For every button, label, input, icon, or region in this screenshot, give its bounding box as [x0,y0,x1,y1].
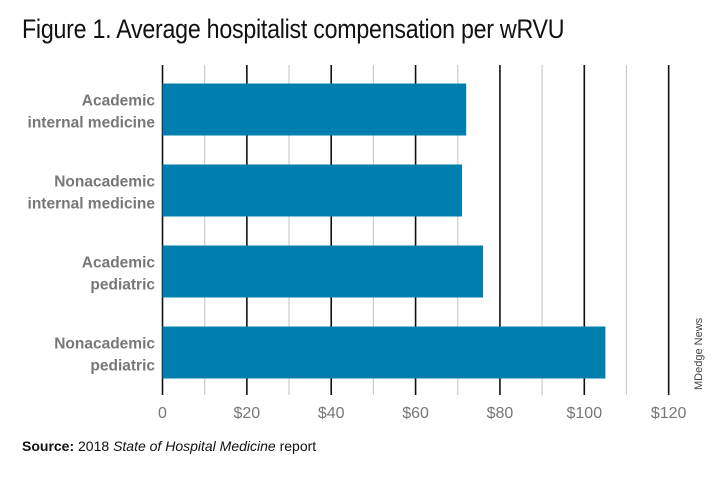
x-tick-label: $40 [318,405,345,422]
x-tick-label: $20 [234,405,261,422]
category-label: pediatric [90,277,155,294]
category-label: pediatric [90,358,155,375]
bar [162,326,606,379]
source-note: Source: 2018 State of Hospital Medicine … [22,438,316,454]
source-post: report [275,438,317,454]
source-label: Source: [22,438,75,454]
category-label: Nonacademic [54,336,155,353]
source-italic: State of Hospital Medicine [113,438,276,454]
x-tick-label: $100 [567,405,603,422]
x-tick-label: $80 [487,405,514,422]
category-label: internal medicine [28,196,156,213]
x-tick-label: $120 [651,405,687,422]
category-label: Academic [82,255,156,272]
credit: MDedge News [693,317,705,390]
category-label: Academic [82,93,156,110]
source-pre: 2018 [74,438,114,454]
x-tick-label: 0 [158,405,167,422]
chart-title: Figure 1. Average hospitalist compensati… [22,14,565,44]
category-label: Nonacademic [54,174,155,191]
bar [162,245,484,298]
x-tick-label: $60 [402,405,429,422]
bar [162,164,462,217]
bar [162,83,467,136]
category-label: internal medicine [28,115,156,132]
